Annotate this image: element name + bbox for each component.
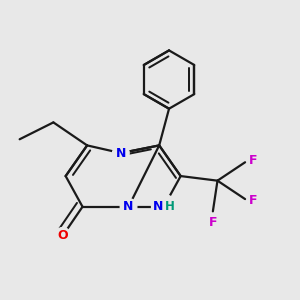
Text: N: N xyxy=(116,147,126,160)
Circle shape xyxy=(152,194,176,219)
Text: N: N xyxy=(123,200,134,213)
Text: O: O xyxy=(57,230,68,242)
Circle shape xyxy=(120,199,137,215)
Circle shape xyxy=(112,145,129,161)
Text: F: F xyxy=(249,154,257,167)
Text: F: F xyxy=(208,216,217,229)
Text: H: H xyxy=(165,200,175,213)
Text: F: F xyxy=(249,194,257,207)
Circle shape xyxy=(54,228,71,244)
Text: N: N xyxy=(152,200,163,213)
